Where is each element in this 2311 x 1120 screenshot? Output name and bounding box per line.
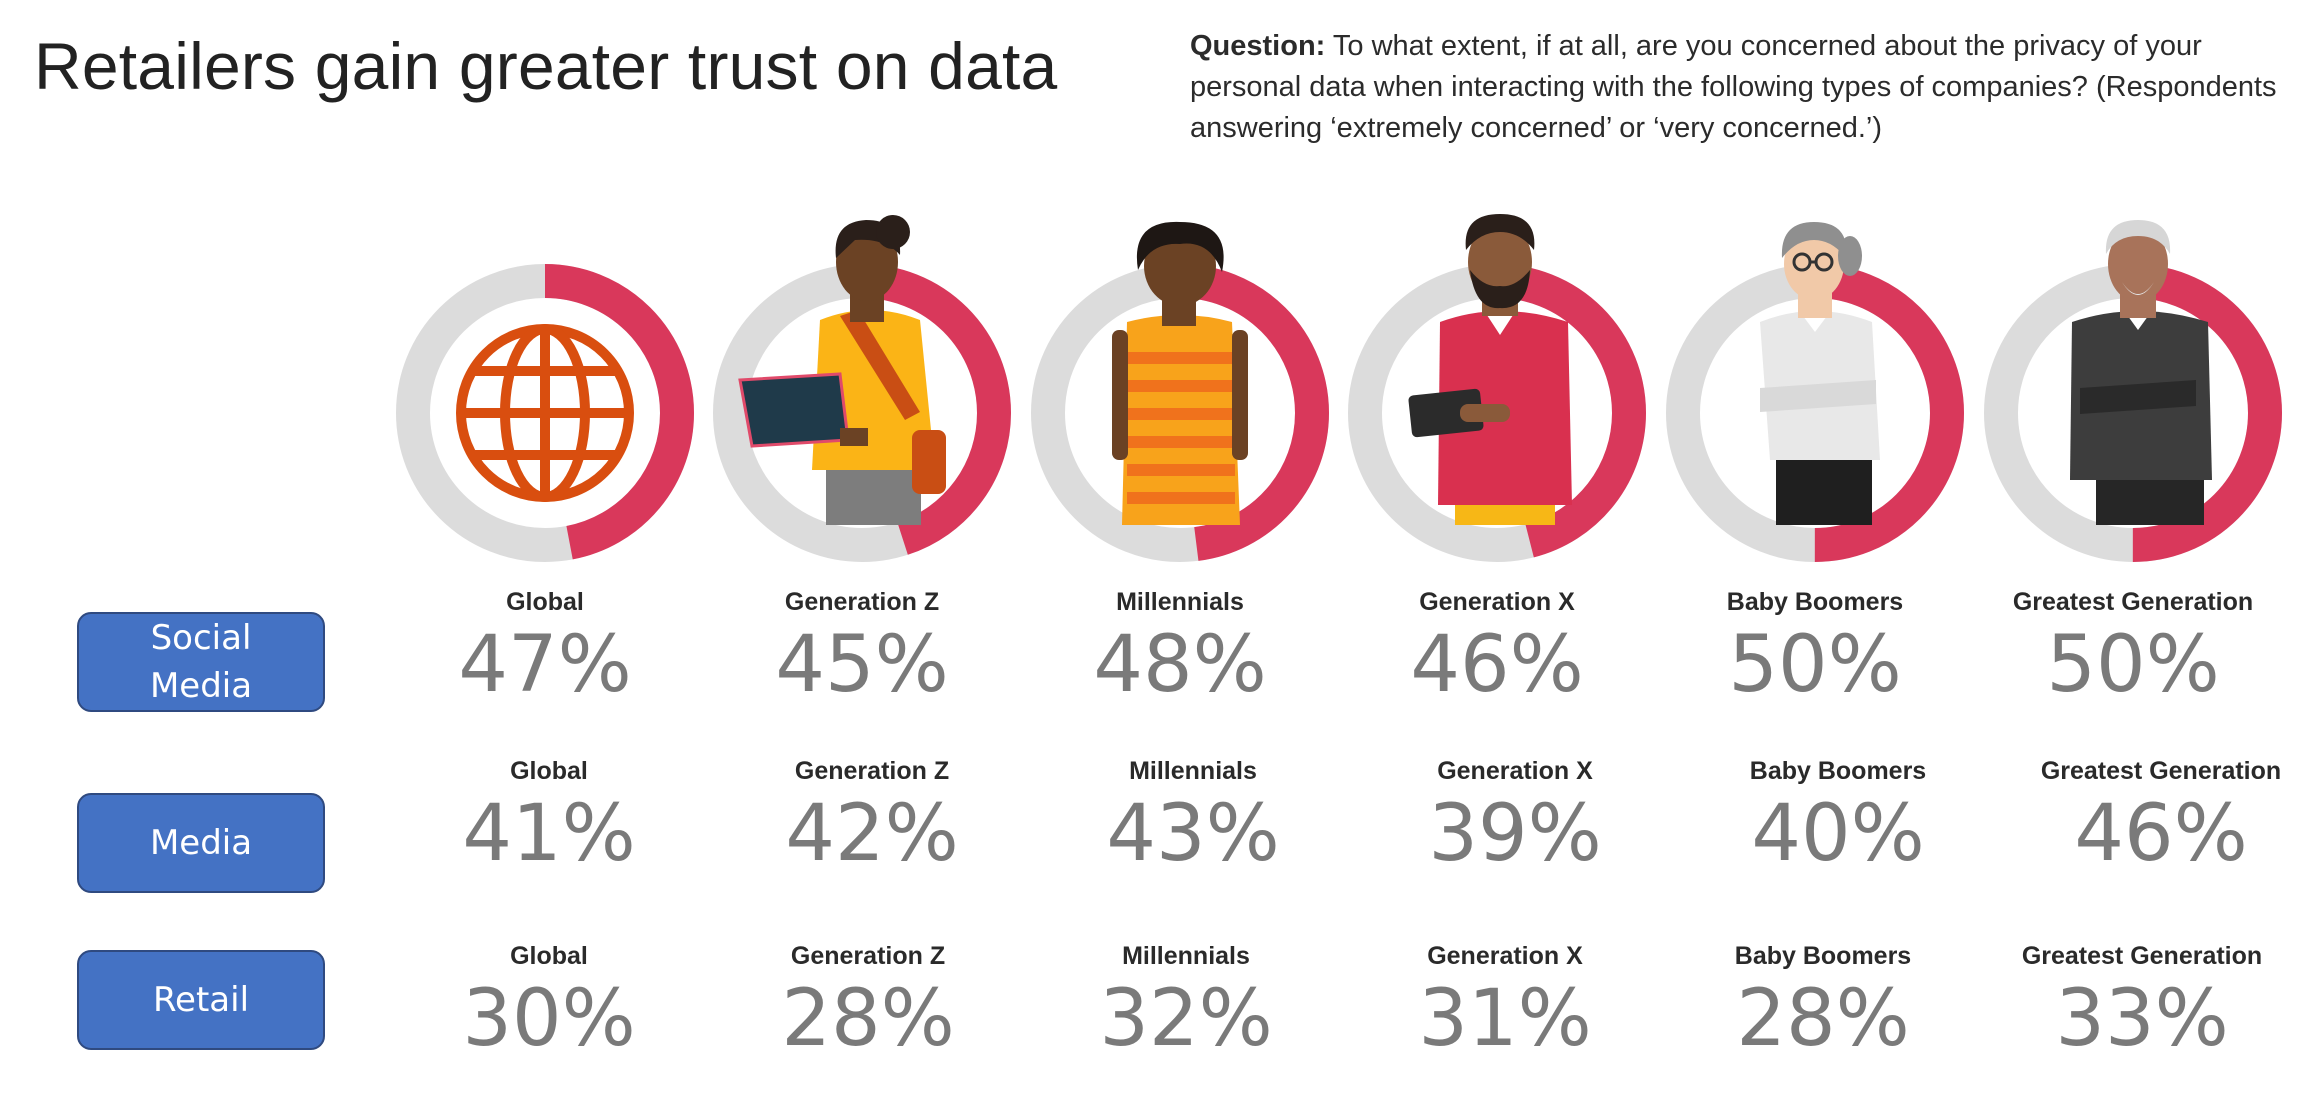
question-text: Question: To what extent, if at all, are… xyxy=(1190,26,2290,149)
question-label: Question: xyxy=(1190,30,1326,62)
table-cell: Greatest Generation 50% xyxy=(1983,588,2283,709)
table-cell: Global 41% xyxy=(399,757,699,878)
table-cell: Baby Boomers 40% xyxy=(1688,757,1988,878)
group-label: Generation X xyxy=(1437,757,1593,785)
percent-value: 41% xyxy=(462,789,636,879)
percent-value: 50% xyxy=(1728,620,1902,710)
table-cell: Greatest Generation 46% xyxy=(2011,757,2311,878)
genz-person-icon xyxy=(738,215,946,525)
percent-value: 28% xyxy=(781,974,955,1064)
row-label-line: Media xyxy=(149,823,253,863)
donut-rings xyxy=(396,214,2282,562)
table-cell: Generation Z 28% xyxy=(718,942,1018,1063)
percent-value: 42% xyxy=(785,789,959,879)
percent-value: 46% xyxy=(1410,620,1584,710)
globe-icon xyxy=(456,324,634,502)
row-label-retail[interactable]: Retail xyxy=(77,950,325,1050)
row-label-text: Retail xyxy=(153,976,249,1024)
row-label-social-media[interactable]: Social Media xyxy=(77,612,325,712)
percent-value: 40% xyxy=(1751,789,1925,879)
page-title: Retailers gain greater trust on data xyxy=(34,29,1058,103)
boomer-person-icon xyxy=(1760,222,1880,525)
genx-person-icon xyxy=(1408,214,1572,525)
group-label: Generation X xyxy=(1427,942,1583,970)
percent-value: 48% xyxy=(1093,620,1267,710)
percent-value: 43% xyxy=(1106,789,1280,879)
table-cell: Global 30% xyxy=(399,942,699,1063)
group-label: Greatest Generation xyxy=(2021,942,2263,970)
percent-value: 50% xyxy=(2046,620,2220,710)
group-label: Greatest Generation xyxy=(2012,588,2254,616)
percent-value: 46% xyxy=(2074,789,2248,879)
table-cell: Millennials 32% xyxy=(1036,942,1336,1063)
table-cell: Global 47% xyxy=(395,588,695,709)
table-cell: Baby Boomers 28% xyxy=(1673,942,1973,1063)
percent-value: 32% xyxy=(1099,974,1273,1064)
percent-value: 31% xyxy=(1418,974,1592,1064)
table-cell: Millennials 43% xyxy=(1043,757,1343,878)
question-body: To what extent, if at all, are you conce… xyxy=(1190,30,2277,144)
group-label: Generation Z xyxy=(790,942,946,970)
group-label: Global xyxy=(506,588,584,616)
group-label: Generation Z xyxy=(794,757,950,785)
group-label: Global xyxy=(510,757,588,785)
percent-value: 45% xyxy=(775,620,949,710)
percent-value: 33% xyxy=(2055,974,2229,1064)
table-cell: Greatest Generation 33% xyxy=(1992,942,2292,1063)
percent-value: 39% xyxy=(1428,789,1602,879)
ring-value-arc xyxy=(396,264,694,562)
table-cell: Generation Z 42% xyxy=(722,757,1022,878)
row-label-line: Social xyxy=(150,618,252,658)
group-label: Baby Boomers xyxy=(1749,757,1927,785)
group-label: Millennials xyxy=(1122,942,1250,970)
row-label-media[interactable]: Media xyxy=(77,793,325,893)
group-label: Baby Boomers xyxy=(1726,588,1904,616)
greatest-gen-person-icon xyxy=(2070,220,2212,525)
table-cell: Generation X 31% xyxy=(1355,942,1655,1063)
table-cell: Generation X 46% xyxy=(1347,588,1647,709)
group-label: Millennials xyxy=(1129,757,1257,785)
group-label: Generation X xyxy=(1419,588,1575,616)
percent-value: 47% xyxy=(458,620,632,710)
group-label: Baby Boomers xyxy=(1734,942,1912,970)
row-label-line: Retail xyxy=(152,980,250,1020)
table-cell: Generation Z 45% xyxy=(712,588,1012,709)
millennial-person-icon xyxy=(1112,221,1248,525)
row-label-line: Media xyxy=(149,666,253,706)
row-label-text: Media xyxy=(150,819,252,867)
table-cell: Baby Boomers 50% xyxy=(1665,588,1965,709)
row-label-text: Social Media xyxy=(150,614,252,710)
group-label: Millennials xyxy=(1116,588,1244,616)
table-cell: Generation X 39% xyxy=(1365,757,1665,878)
percent-value: 30% xyxy=(462,974,636,1064)
group-label: Generation Z xyxy=(784,588,940,616)
group-label: Global xyxy=(510,942,588,970)
percent-value: 28% xyxy=(1736,974,1910,1064)
table-cell: Millennials 48% xyxy=(1030,588,1330,709)
group-label: Greatest Generation xyxy=(2040,757,2282,785)
